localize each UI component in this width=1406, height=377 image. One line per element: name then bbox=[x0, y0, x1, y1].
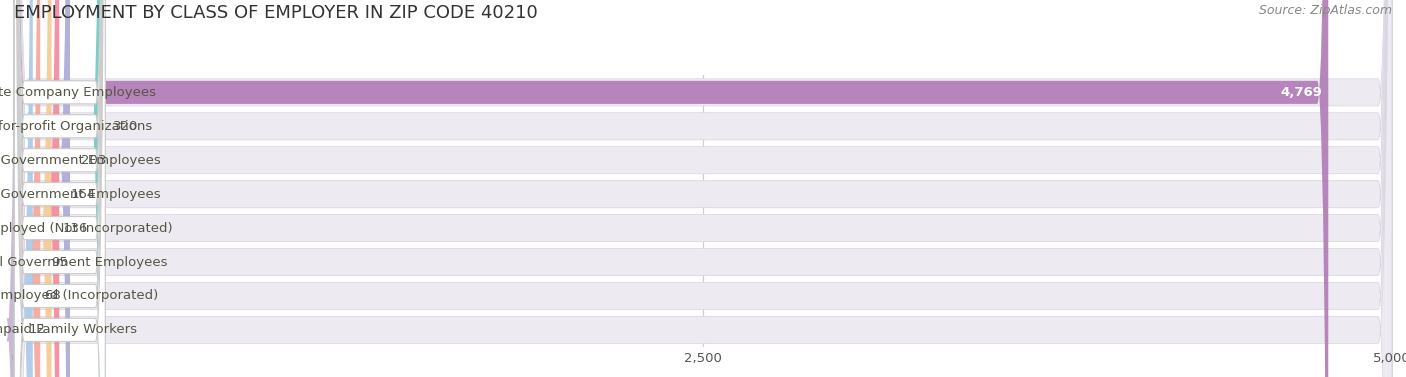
Text: Unpaid Family Workers: Unpaid Family Workers bbox=[0, 323, 136, 336]
Text: 136: 136 bbox=[62, 222, 89, 234]
Text: State Government Employees: State Government Employees bbox=[0, 188, 160, 201]
Text: Federal Government Employees: Federal Government Employees bbox=[0, 256, 167, 268]
Text: Local Government Employees: Local Government Employees bbox=[0, 154, 160, 167]
FancyBboxPatch shape bbox=[7, 0, 25, 377]
Text: Self-Employed (Incorporated): Self-Employed (Incorporated) bbox=[0, 290, 159, 302]
FancyBboxPatch shape bbox=[14, 0, 105, 377]
Text: Not-for-profit Organizations: Not-for-profit Organizations bbox=[0, 120, 152, 133]
Text: Private Company Employees: Private Company Employees bbox=[0, 86, 156, 99]
FancyBboxPatch shape bbox=[14, 0, 103, 377]
FancyBboxPatch shape bbox=[14, 0, 105, 377]
FancyBboxPatch shape bbox=[14, 0, 41, 377]
FancyBboxPatch shape bbox=[14, 0, 105, 377]
FancyBboxPatch shape bbox=[14, 0, 52, 377]
Text: 4,769: 4,769 bbox=[1281, 86, 1323, 99]
FancyBboxPatch shape bbox=[14, 0, 105, 377]
Text: 95: 95 bbox=[51, 256, 67, 268]
FancyBboxPatch shape bbox=[14, 0, 1392, 377]
FancyBboxPatch shape bbox=[14, 0, 32, 377]
Text: Self-Employed (Not Incorporated): Self-Employed (Not Incorporated) bbox=[0, 222, 172, 234]
Text: Source: ZipAtlas.com: Source: ZipAtlas.com bbox=[1258, 4, 1392, 17]
FancyBboxPatch shape bbox=[14, 0, 105, 377]
Text: 203: 203 bbox=[82, 154, 107, 167]
FancyBboxPatch shape bbox=[14, 0, 105, 377]
FancyBboxPatch shape bbox=[14, 0, 59, 377]
Text: 12: 12 bbox=[28, 323, 45, 336]
Text: 164: 164 bbox=[70, 188, 96, 201]
FancyBboxPatch shape bbox=[14, 0, 1392, 377]
FancyBboxPatch shape bbox=[14, 0, 1392, 377]
Text: EMPLOYMENT BY CLASS OF EMPLOYER IN ZIP CODE 40210: EMPLOYMENT BY CLASS OF EMPLOYER IN ZIP C… bbox=[14, 4, 538, 22]
FancyBboxPatch shape bbox=[14, 0, 1392, 377]
Text: 68: 68 bbox=[44, 290, 60, 302]
FancyBboxPatch shape bbox=[14, 0, 70, 377]
FancyBboxPatch shape bbox=[14, 0, 1392, 377]
FancyBboxPatch shape bbox=[14, 0, 105, 377]
FancyBboxPatch shape bbox=[14, 0, 105, 377]
FancyBboxPatch shape bbox=[14, 0, 1329, 377]
FancyBboxPatch shape bbox=[14, 0, 1392, 377]
Text: 320: 320 bbox=[114, 120, 139, 133]
FancyBboxPatch shape bbox=[14, 0, 1392, 377]
FancyBboxPatch shape bbox=[14, 0, 1392, 377]
